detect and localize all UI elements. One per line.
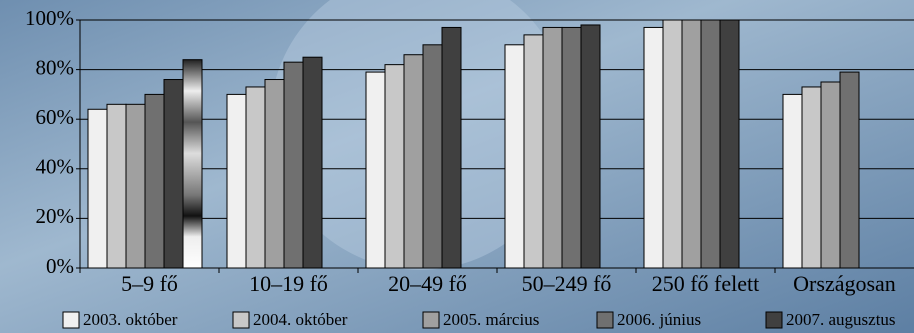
x-tick-label: 5–9 fő [121, 271, 178, 296]
bar [720, 20, 739, 268]
x-tick-label: Országosan [793, 271, 896, 296]
legend-swatch [423, 312, 439, 328]
bar [442, 27, 461, 268]
bar [246, 87, 265, 268]
legend-swatch [766, 312, 782, 328]
bar [663, 20, 682, 268]
legend-label: 2006. június [617, 310, 701, 329]
x-tick-label: 10–19 fő [249, 271, 328, 296]
bar [783, 94, 802, 268]
bar [581, 25, 600, 268]
bar [303, 57, 322, 268]
bar [385, 65, 404, 268]
bar [145, 94, 164, 268]
y-tick-label: 60% [36, 105, 75, 129]
bar [644, 27, 663, 268]
bar [423, 45, 442, 268]
bar [183, 60, 202, 268]
bar [802, 87, 821, 268]
bar [701, 20, 720, 268]
x-tick-label: 20–49 fő [388, 271, 467, 296]
bar [562, 27, 581, 268]
y-tick-label: 100% [25, 6, 74, 30]
bar [88, 109, 107, 268]
bar [821, 82, 840, 268]
x-tick-label: 250 fő felett [652, 271, 760, 296]
bar [682, 20, 701, 268]
bar [265, 80, 284, 268]
bar [164, 80, 183, 268]
bar [840, 72, 859, 268]
bar [366, 72, 385, 268]
bar [227, 94, 246, 268]
legend-swatch [233, 312, 249, 328]
bar [284, 62, 303, 268]
legend-label: 2005. március [443, 310, 539, 329]
y-tick-label: 40% [36, 155, 75, 179]
legend-swatch [63, 312, 79, 328]
legend-label: 2007. augusztus [786, 310, 896, 329]
bar [543, 27, 562, 268]
bar [524, 35, 543, 268]
y-tick-label: 0% [46, 254, 74, 278]
x-tick-label: 50–249 fő [522, 271, 612, 296]
bar [126, 104, 145, 268]
legend-label: 2004. október [253, 310, 348, 329]
legend-swatch [597, 312, 613, 328]
bar [404, 55, 423, 268]
bar [505, 45, 524, 268]
bar [107, 104, 126, 268]
legend-label: 2003. október [83, 310, 178, 329]
y-tick-label: 80% [36, 55, 75, 79]
chart: 0% 20% 40% 60% 80% 100% 5–9 fő 10–19 fő 20–49 fő… [0, 0, 914, 333]
y-tick-label: 20% [36, 204, 75, 228]
